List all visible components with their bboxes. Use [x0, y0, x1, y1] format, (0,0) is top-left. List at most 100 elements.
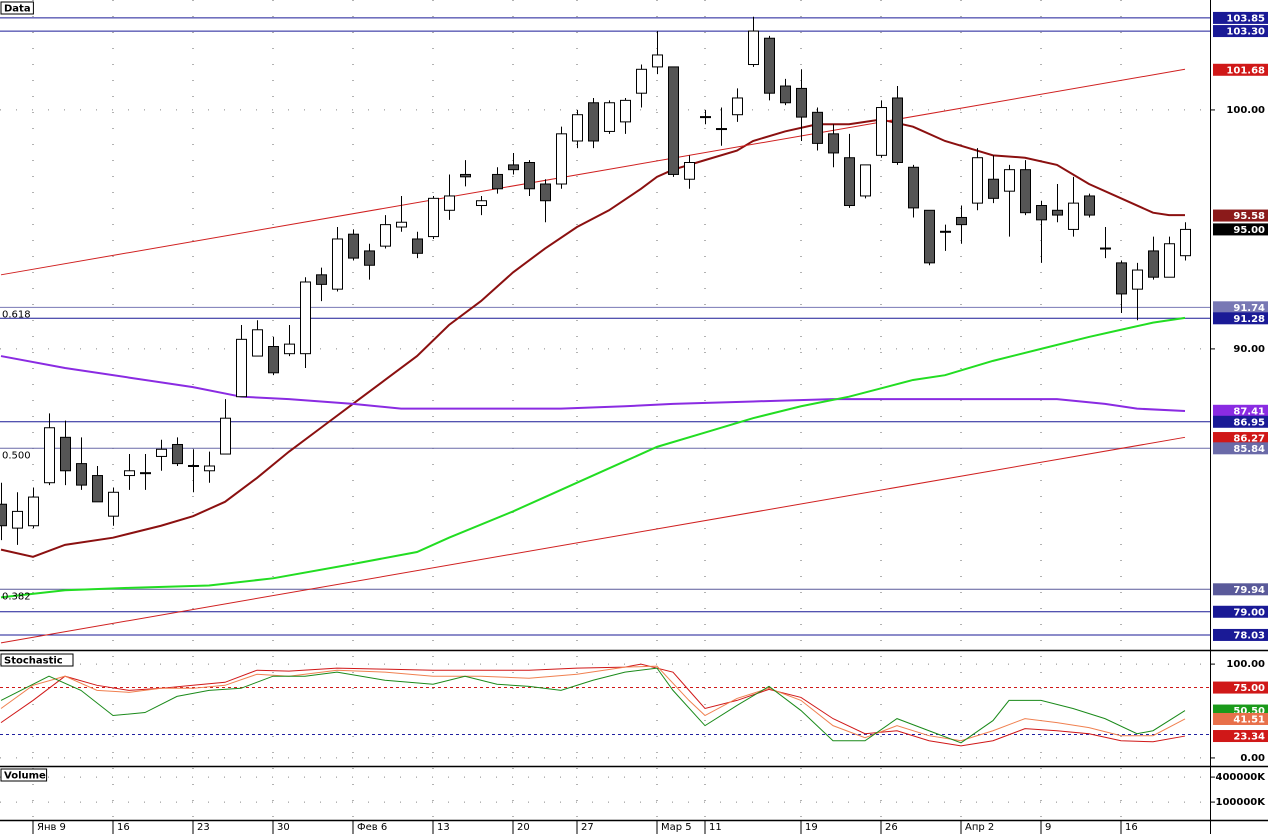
panel — [0, 16, 1210, 644]
candle-body — [732, 97, 743, 116]
level-tag-label: 91.74 — [1233, 303, 1265, 314]
x-tick-label: 30 — [277, 822, 290, 833]
level-tag-label: 50.50 — [1233, 706, 1265, 717]
level-tag — [1213, 301, 1268, 314]
candle-body — [876, 107, 887, 156]
candle-body — [284, 343, 295, 355]
x-tick-label: 26 — [885, 822, 898, 833]
y-tick-label: 100.00 — [1226, 659, 1265, 670]
candle-body — [1084, 195, 1095, 216]
level-tag-label: 95.58 — [1233, 211, 1265, 222]
candle-body — [1132, 269, 1143, 290]
level-tag — [1213, 11, 1268, 24]
x-tick-label: 11 — [709, 822, 722, 833]
candle-body — [428, 197, 439, 238]
candle-body — [124, 470, 135, 477]
level-tag-label: 86.27 — [1233, 434, 1265, 445]
panel-title-box — [0, 653, 74, 667]
candle-body — [76, 463, 87, 486]
candle-body — [764, 37, 775, 94]
candle-body — [924, 209, 935, 264]
indicator-line — [0, 436, 1186, 644]
level-tag — [1213, 223, 1268, 236]
candle-body — [268, 346, 279, 374]
candle-body — [828, 133, 839, 154]
candle-body — [156, 448, 167, 457]
indicator-line — [0, 118, 1185, 558]
plot-area — [0, 16, 1210, 644]
level-tag-label: 87.41 — [1233, 406, 1265, 417]
level-tag — [1213, 432, 1268, 445]
x-tick-label: 13 — [437, 822, 450, 833]
candle-body — [236, 338, 247, 398]
level-tag-label: 23.34 — [1233, 732, 1265, 743]
x-tick-label: 19 — [805, 822, 818, 833]
candle-body — [508, 164, 519, 171]
candle-body — [28, 496, 39, 527]
candle-body — [316, 274, 327, 285]
level-tag — [1213, 442, 1268, 455]
candle-body — [668, 66, 679, 175]
plot-area — [0, 776, 1210, 803]
panel-title: Volume — [4, 771, 46, 782]
candle-body — [1004, 169, 1015, 192]
level-tag — [1213, 681, 1268, 694]
candle-body — [1052, 209, 1063, 216]
candle-body — [636, 68, 647, 94]
candle-body — [572, 114, 583, 142]
level-tag — [1213, 209, 1268, 222]
candle-body — [796, 87, 807, 118]
level-tag — [1213, 25, 1268, 38]
candle-body — [988, 178, 999, 199]
level-tag-label: 75.00 — [1233, 683, 1265, 694]
x-tick-label: Мар 5 — [661, 822, 692, 833]
candle-body — [460, 173, 471, 178]
level-tag — [1213, 730, 1268, 743]
candle-body — [892, 97, 903, 163]
candle-body — [540, 183, 551, 202]
indicator-line — [0, 355, 1186, 413]
candle-body — [12, 510, 23, 529]
x-tick-label: 16 — [117, 822, 130, 833]
level-tag-label: 95.00 — [1233, 225, 1265, 236]
candle-body — [604, 102, 615, 132]
candle-body — [748, 30, 759, 66]
level-tag-label: 78.03 — [1233, 630, 1265, 641]
candle-body — [252, 329, 263, 357]
candle-body — [684, 162, 695, 180]
candle-body — [780, 85, 791, 104]
level-tag — [1213, 712, 1268, 725]
level-tag — [1213, 628, 1268, 641]
candle-body — [908, 166, 919, 209]
candle-body — [332, 238, 343, 290]
level-tag-label: 79.00 — [1233, 607, 1265, 618]
indicator-line — [0, 665, 1186, 742]
candle-body — [524, 162, 535, 190]
fib-label: 0.618 — [2, 309, 31, 320]
candle-body — [220, 417, 231, 455]
x-tick-label: Янв 9 — [37, 822, 66, 833]
x-tick-label: 27 — [581, 822, 594, 833]
indicator-line — [0, 667, 1186, 744]
panel-title-box — [0, 1, 34, 15]
candle-body — [412, 238, 423, 254]
candle-body — [1148, 250, 1159, 278]
candle-body — [860, 164, 871, 197]
x-tick-label: 9 — [1045, 822, 1051, 833]
level-tag-label: 79.94 — [1233, 585, 1265, 596]
x-tick-label: 16 — [1125, 822, 1138, 833]
level-tag-label: 41.51 — [1233, 714, 1265, 725]
candle-body — [172, 443, 183, 465]
level-tag — [1213, 583, 1268, 596]
indicator-line — [0, 316, 1186, 599]
level-tag — [1213, 404, 1268, 417]
x-tick-label: Фев 6 — [357, 822, 387, 833]
candle-body — [556, 133, 567, 185]
candle-body — [620, 99, 631, 123]
candle-body — [396, 221, 407, 228]
y-tick-label: 400000K — [1216, 772, 1267, 783]
panel-title: Data — [4, 4, 31, 15]
x-tick-label: Апр 2 — [965, 822, 994, 833]
